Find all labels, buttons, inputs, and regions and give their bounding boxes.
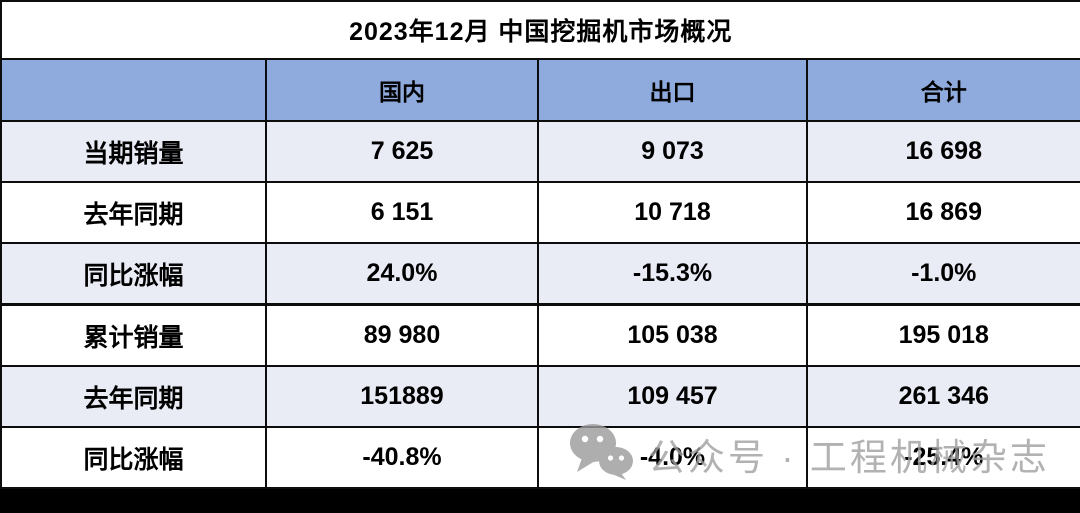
row-label: 累计销量: [0, 303, 267, 367]
header-cell-blank: [0, 58, 267, 122]
row-label: 当期销量: [0, 120, 267, 183]
table-row-cumulative-yoy-change: 同比涨幅 -40.8% -4.0% -25.4%: [0, 426, 1080, 489]
header-cell-total: 合计: [806, 58, 1080, 122]
cell-value: -15.3%: [537, 242, 808, 306]
cell-value: -4.0%: [537, 426, 808, 489]
cell-value: 261 346: [806, 365, 1080, 428]
cell-value: -40.8%: [265, 426, 539, 489]
row-label: 去年同期: [0, 365, 267, 428]
row-label: 同比涨幅: [0, 426, 267, 489]
cell-value: -25.4%: [806, 426, 1080, 489]
cell-value: 16 698: [806, 120, 1080, 183]
title-row: 2023年12月 中国挖掘机市场概况: [0, 0, 1080, 60]
cell-value: 89 980: [265, 303, 539, 367]
row-label: 同比涨幅: [0, 242, 267, 306]
table-row-last-year-cumulative: 去年同期 151889 109 457 261 346: [0, 365, 1080, 428]
cell-value: 10 718: [537, 181, 808, 244]
header-cell-domestic: 国内: [265, 58, 539, 122]
table-header-row: 国内 出口 合计: [0, 58, 1080, 122]
table-row-current-sales: 当期销量 7 625 9 073 16 698: [0, 120, 1080, 183]
table-row-yoy-change: 同比涨幅 24.0% -15.3% -1.0%: [0, 242, 1080, 306]
table-row-cumulative-sales: 累计销量 89 980 105 038 195 018: [0, 303, 1080, 367]
row-label: 去年同期: [0, 181, 267, 244]
cell-value: 9 073: [537, 120, 808, 183]
cell-value: 7 625: [265, 120, 539, 183]
header-cell-export: 出口: [537, 58, 808, 122]
cell-value: 109 457: [537, 365, 808, 428]
page-title: 2023年12月 中国挖掘机市场概况: [0, 0, 1080, 60]
excavator-market-table: 2023年12月 中国挖掘机市场概况 国内 出口 合计 当期销量 7 625 9…: [0, 0, 1080, 489]
cell-value: 24.0%: [265, 242, 539, 306]
cell-value: 105 038: [537, 303, 808, 367]
cell-value: 6 151: [265, 181, 539, 244]
cell-value: 16 869: [806, 181, 1080, 244]
cell-value: 195 018: [806, 303, 1080, 367]
table-row-last-year-same-period: 去年同期 6 151 10 718 16 869: [0, 181, 1080, 244]
cell-value: -1.0%: [806, 242, 1080, 306]
cell-value: 151889: [265, 365, 539, 428]
